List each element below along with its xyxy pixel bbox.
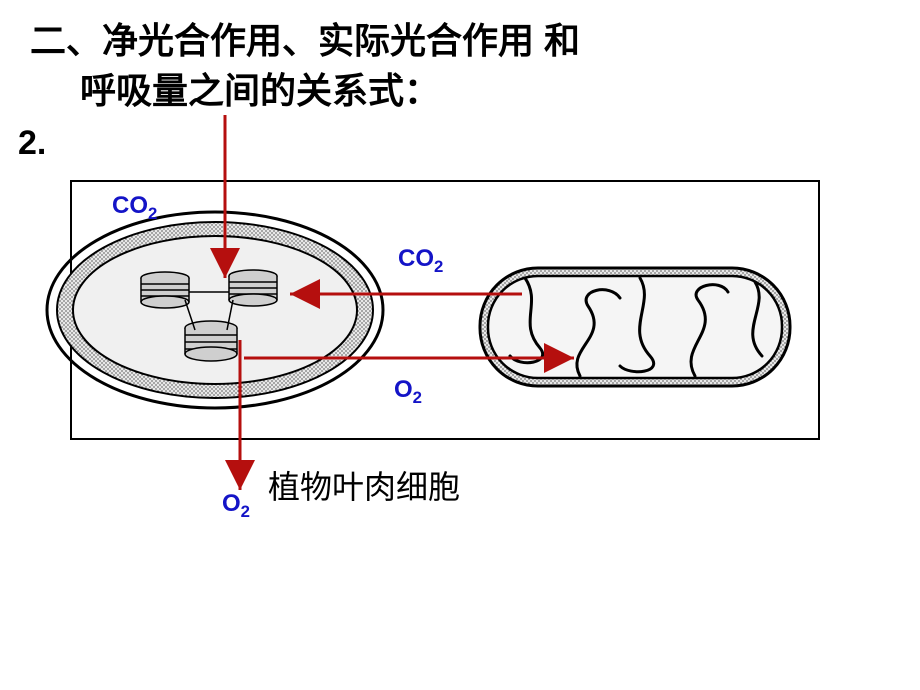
co2-ext-text: CO — [112, 192, 148, 219]
o2-int-sub: 2 — [413, 388, 422, 407]
o2-ext-text: O — [222, 490, 241, 517]
co2-ext-sub: 2 — [148, 204, 157, 223]
label-co2-external: CO2 — [112, 192, 157, 224]
co2-int-sub: 2 — [434, 257, 443, 276]
label-o2-internal: O2 — [394, 376, 422, 408]
co2-int-text: CO — [398, 245, 434, 272]
arrow-o2-internal — [0, 0, 920, 690]
label-co2-internal: CO2 — [398, 245, 443, 277]
label-o2-external: O2 — [222, 490, 250, 522]
diagram-caption: 植物叶肉细胞 — [268, 462, 460, 508]
o2-int-text: O — [394, 376, 413, 403]
o2-ext-sub: 2 — [241, 502, 250, 521]
